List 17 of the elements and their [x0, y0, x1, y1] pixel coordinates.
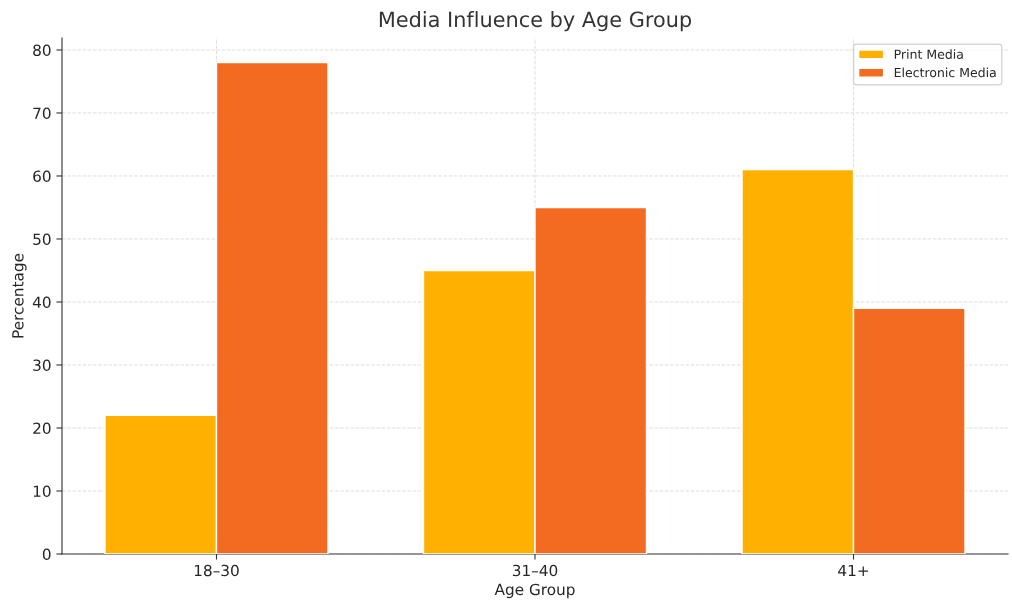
y-tick-label: 60	[33, 170, 51, 182]
y-tick-label: 50	[33, 233, 51, 245]
y-axis-title: Percentage	[12, 253, 27, 338]
y-tick-label: 20	[33, 422, 51, 435]
y-tick-label: 30	[33, 359, 51, 372]
legend-label: Print Media	[894, 49, 963, 59]
y-tick-label: 70	[33, 107, 51, 119]
x-tick-label: 18–30	[194, 564, 239, 577]
x-tick-label: 31–40	[512, 564, 558, 577]
y-tick-label: 80	[33, 44, 51, 56]
y-tick-label: 10	[33, 485, 51, 498]
x-tick-label: 41+	[838, 564, 869, 577]
legend-label: Electronic Media	[894, 67, 996, 78]
chart-title: Media Influence by Age Group	[379, 11, 691, 32]
y-tick-label: 0	[42, 548, 51, 561]
x-axis-title: Age Group	[494, 583, 575, 599]
y-tick-label: 40	[32, 296, 51, 309]
